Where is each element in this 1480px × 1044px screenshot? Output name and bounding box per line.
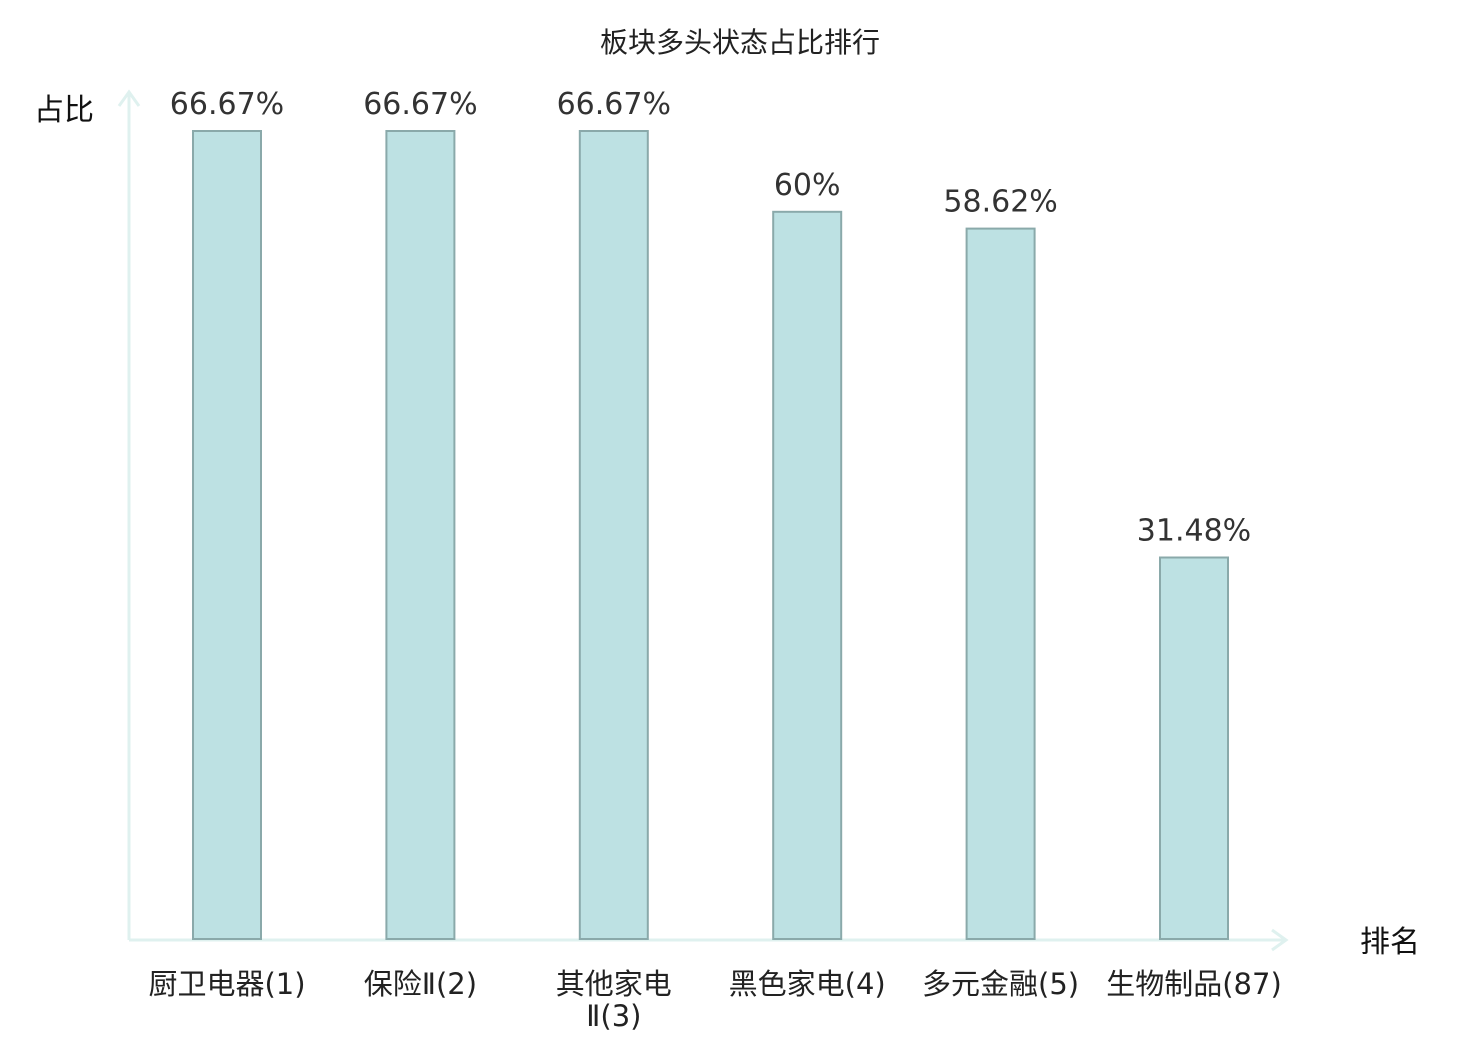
category-label-6-line-1: 生物制品(87): [1106, 967, 1282, 1001]
category-label-5-line-1: 多元金融(5): [922, 967, 1079, 1001]
bar-6: [1159, 556, 1229, 940]
category-label-3-line-1: 其他家电: [556, 967, 672, 1001]
value-labels-layer: 66.67% 66.67% 66.67% 60% 58.62% 31.48%: [170, 87, 1251, 549]
x-axis-arrowhead: [1271, 928, 1289, 952]
x-axis-title: 排名: [1360, 925, 1420, 960]
value-label-5: 58.62%: [943, 185, 1057, 220]
category-label-2: 保险Ⅱ(2): [364, 967, 477, 1001]
category-label-4-line-1: 黑色家电(4): [729, 967, 886, 1001]
category-label-1-line-1: 厨卫电器(1): [148, 967, 305, 1001]
y-axis-title: 占比: [34, 93, 94, 128]
bars-layer: [192, 130, 1229, 941]
category-label-4: 黑色家电(4): [729, 967, 886, 1001]
category-label-1: 厨卫电器(1): [148, 967, 305, 1001]
category-label-2-line-1: 保险Ⅱ(2): [364, 967, 477, 1001]
bar-5: [965, 227, 1036, 941]
category-label-6: 生物制品(87): [1106, 967, 1282, 1001]
category-label-3: 其他家电 Ⅱ(3): [556, 967, 672, 1033]
bar-1: [192, 130, 262, 940]
bar-3: [578, 130, 649, 940]
value-label-4: 60%: [774, 168, 841, 203]
category-label-3-line-2: Ⅱ(3): [586, 999, 641, 1033]
category-labels-layer: 厨卫电器(1) 保险Ⅱ(2) 其他家电 Ⅱ(3) 黑色家电(4) 多元金融(5) 生物制品(…: [148, 967, 1281, 1033]
bar-4: [772, 210, 843, 941]
y-axis-arrowhead: [117, 89, 141, 107]
value-label-1: 66.67%: [170, 87, 284, 122]
value-label-2: 66.67%: [363, 87, 477, 122]
value-label-6: 31.48%: [1137, 514, 1251, 549]
category-label-5: 多元金融(5): [922, 967, 1079, 1001]
bar-2: [385, 130, 456, 940]
chart-title: 板块多头状态占比排行: [600, 26, 880, 59]
value-label-3: 66.67%: [557, 87, 671, 122]
